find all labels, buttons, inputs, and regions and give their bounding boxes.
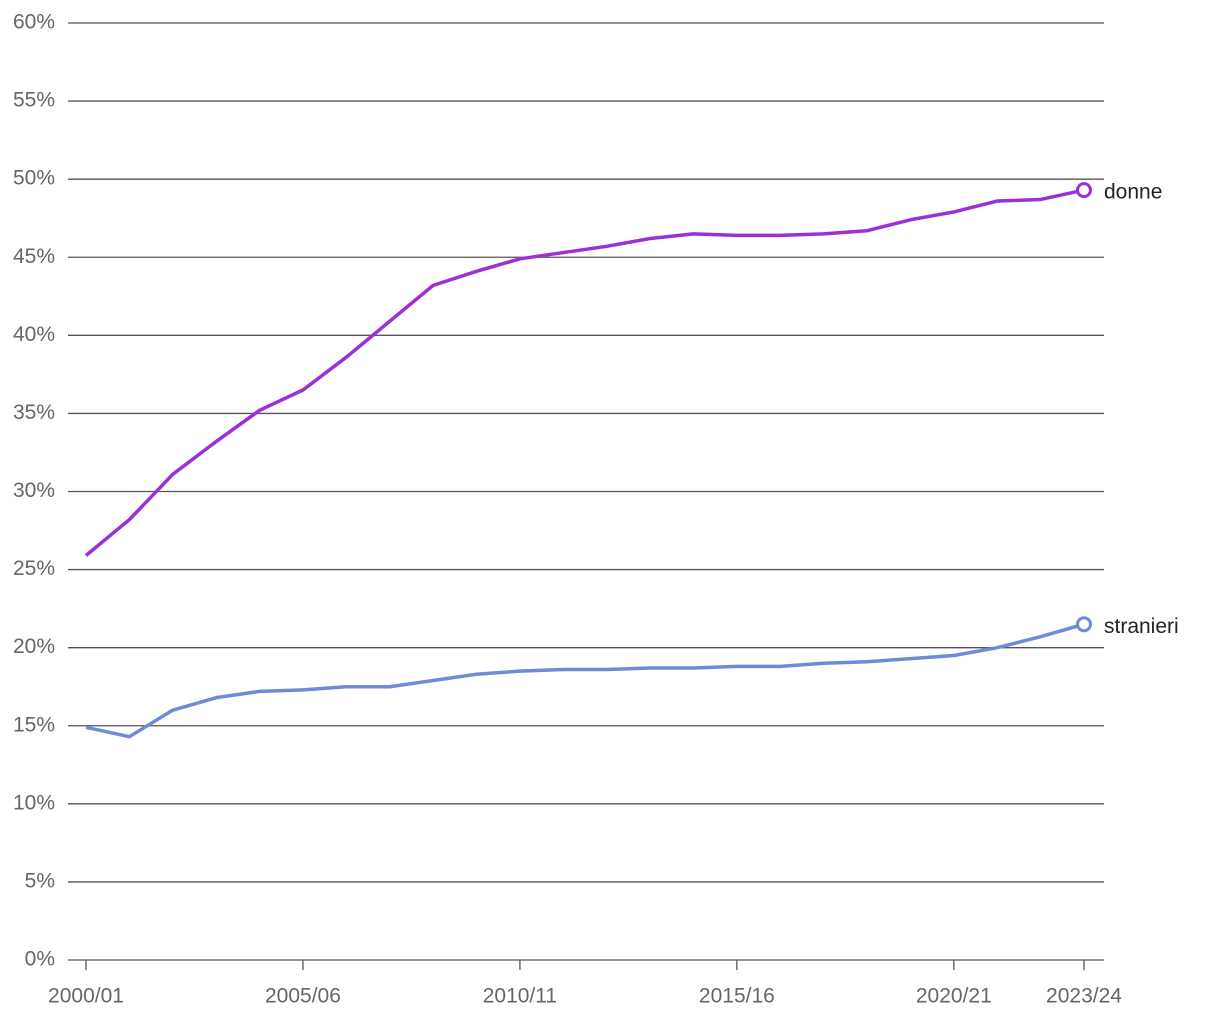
series-line: [85, 622, 1085, 739]
x-tick-label: 2005/06: [265, 985, 341, 1008]
x-tick-label: 2010/11: [483, 985, 557, 1008]
y-tick-label: 20%: [13, 635, 55, 658]
y-tick-label: 60%: [13, 11, 55, 34]
y-tick-label: 15%: [13, 713, 55, 736]
y-tick-label: 35%: [13, 401, 55, 424]
x-tick-label: 2000/01: [48, 985, 124, 1008]
y-tick-label: 50%: [13, 167, 55, 190]
y-tick-label: 45%: [13, 245, 55, 268]
series-label: donne: [1104, 181, 1162, 204]
y-tick-label: 5%: [25, 869, 55, 892]
x-tick-label: 2015/16: [699, 985, 775, 1008]
y-tick-label: 10%: [13, 791, 55, 814]
y-tick-label: 55%: [13, 89, 55, 112]
x-tick-label: 2023/24: [1046, 985, 1122, 1008]
y-tick-label: 25%: [13, 557, 55, 580]
y-tick-label: 40%: [13, 323, 55, 346]
y-tick-label: 0%: [25, 948, 55, 971]
y-tick-label: 30%: [13, 479, 55, 502]
series-label: stranieri: [1104, 615, 1179, 638]
end-marker: [1076, 616, 1092, 633]
series-line: [84, 188, 1085, 557]
end-marker: [1076, 182, 1092, 199]
x-tick-label: 2020/21: [916, 985, 992, 1008]
